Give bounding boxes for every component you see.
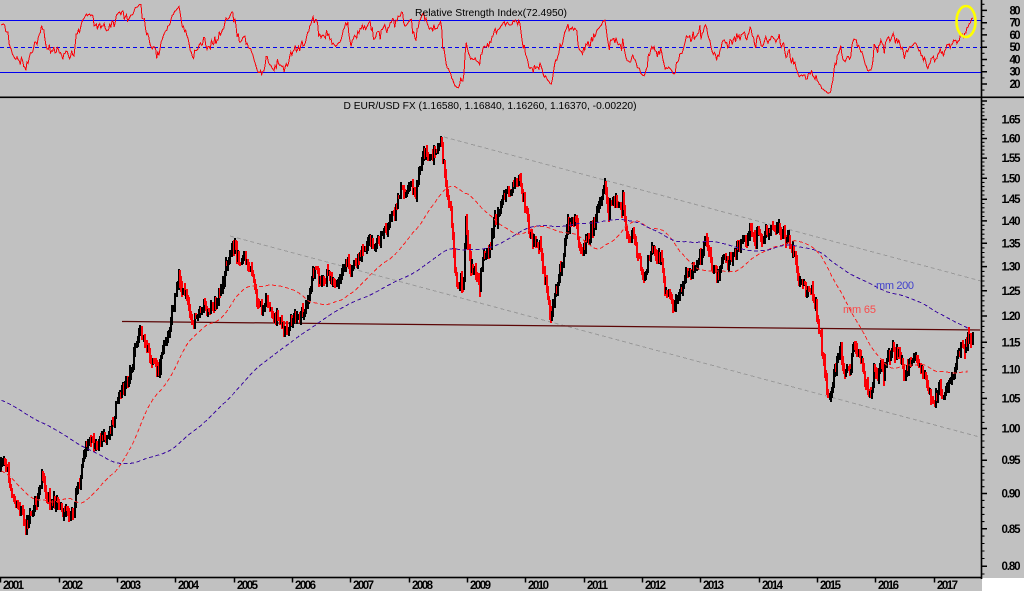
svg-text:2011: 2011	[587, 580, 609, 591]
svg-text:2009: 2009	[470, 580, 491, 591]
svg-text:2012: 2012	[645, 580, 666, 591]
svg-text:2008: 2008	[412, 580, 434, 591]
svg-text:1.10: 1.10	[1002, 365, 1021, 377]
svg-text:0.90: 0.90	[1002, 489, 1021, 501]
svg-text:2005: 2005	[237, 580, 259, 591]
svg-text:1.45: 1.45	[1002, 194, 1022, 206]
svg-text:2002: 2002	[62, 580, 83, 591]
svg-text:2007: 2007	[353, 580, 374, 591]
svg-text:20: 20	[1010, 79, 1021, 91]
svg-text:2014: 2014	[762, 580, 784, 591]
svg-text:0.95: 0.95	[1002, 455, 1022, 467]
svg-text:1.25: 1.25	[1002, 286, 1022, 298]
svg-text:2016: 2016	[878, 580, 899, 591]
svg-text:D EUR/USD FX (1.16580, 1.16840: D EUR/USD FX (1.16580, 1.16840, 1.16260,…	[344, 101, 637, 112]
svg-text:2017: 2017	[937, 580, 958, 591]
svg-text:2010: 2010	[528, 580, 549, 591]
svg-text:80: 80	[1010, 5, 1021, 17]
svg-text:40: 40	[1010, 55, 1021, 67]
svg-text:1.20: 1.20	[1002, 311, 1021, 323]
svg-text:0.85: 0.85	[1002, 524, 1022, 536]
svg-text:2006: 2006	[295, 580, 316, 591]
svg-text:1.35: 1.35	[1002, 238, 1022, 250]
svg-text:70: 70	[1010, 18, 1021, 30]
svg-text:2001: 2001	[3, 580, 25, 591]
svg-text:mm 65: mm 65	[843, 304, 876, 316]
svg-text:1.55: 1.55	[1002, 153, 1022, 165]
svg-text:1.65: 1.65	[1002, 115, 1022, 127]
svg-text:30: 30	[1010, 67, 1021, 79]
svg-text:2003: 2003	[120, 580, 141, 591]
svg-text:2013: 2013	[703, 580, 724, 591]
svg-text:50: 50	[1010, 42, 1021, 54]
svg-text:2015: 2015	[820, 580, 842, 591]
svg-text:mm 200: mm 200	[876, 280, 914, 292]
svg-text:1.15: 1.15	[1002, 337, 1022, 349]
svg-text:1.05: 1.05	[1002, 393, 1022, 405]
svg-text:2004: 2004	[178, 580, 200, 591]
svg-text:1.30: 1.30	[1002, 262, 1021, 274]
svg-text:1.60: 1.60	[1002, 134, 1021, 146]
svg-text:60: 60	[1010, 30, 1021, 42]
svg-text:1.50: 1.50	[1002, 173, 1021, 185]
svg-text:Relative Strength Index(72.495: Relative Strength Index(72.4950)	[415, 8, 567, 19]
svg-text:0.80: 0.80	[1002, 561, 1021, 573]
svg-text:1.40: 1.40	[1002, 216, 1021, 228]
svg-text:1.00: 1.00	[1002, 424, 1021, 436]
